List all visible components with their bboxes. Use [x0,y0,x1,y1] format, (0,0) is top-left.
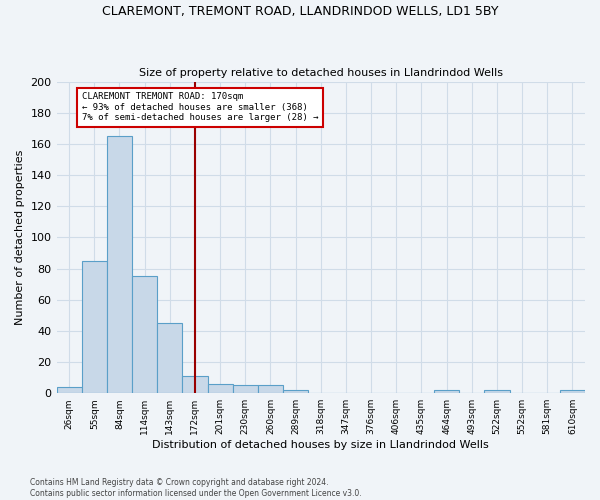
Bar [208,384,233,393]
Title: Size of property relative to detached houses in Llandrindod Wells: Size of property relative to detached ho… [139,68,503,78]
Bar [484,390,509,393]
Bar [560,390,585,393]
Bar [132,276,157,393]
Y-axis label: Number of detached properties: Number of detached properties [15,150,25,325]
Bar [157,323,182,393]
Bar [82,261,107,393]
Bar [107,136,132,393]
Bar [258,386,283,393]
Bar [233,386,258,393]
Text: CLAREMONT, TREMONT ROAD, LLANDRINDOD WELLS, LD1 5BY: CLAREMONT, TREMONT ROAD, LLANDRINDOD WEL… [102,5,498,18]
Bar [283,390,308,393]
Bar [182,376,208,393]
Bar [434,390,459,393]
Text: CLAREMONT TREMONT ROAD: 170sqm
← 93% of detached houses are smaller (368)
7% of : CLAREMONT TREMONT ROAD: 170sqm ← 93% of … [82,92,318,122]
Bar [56,387,82,393]
Text: Contains HM Land Registry data © Crown copyright and database right 2024.
Contai: Contains HM Land Registry data © Crown c… [30,478,362,498]
X-axis label: Distribution of detached houses by size in Llandrindod Wells: Distribution of detached houses by size … [152,440,489,450]
